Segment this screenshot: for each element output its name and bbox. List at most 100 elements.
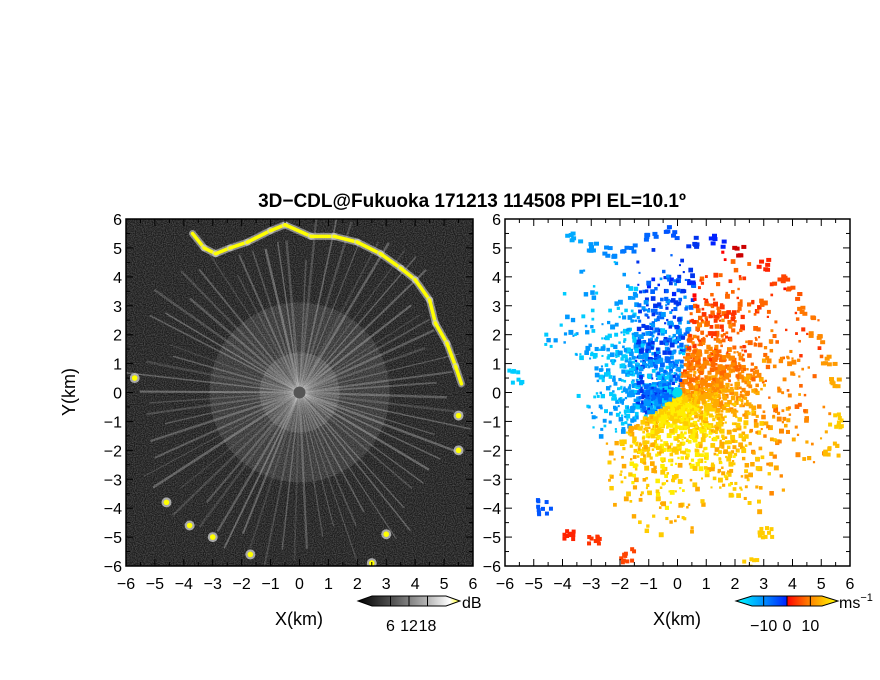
- velocity-pixel: [680, 335, 685, 340]
- velocity-pixel: [697, 380, 701, 383]
- velocity-pixel: [650, 289, 655, 294]
- velocity-pixel: [623, 379, 627, 383]
- velocity-pixel: [630, 418, 635, 423]
- velocity-pixel: [700, 499, 705, 504]
- y-tick-label: −1: [104, 414, 122, 431]
- velocity-pixel: [644, 297, 649, 302]
- velocity-pixel: [694, 380, 698, 384]
- velocity-pixel: [799, 383, 803, 388]
- velocity-pixel: [687, 439, 692, 444]
- velocity-pixel: [655, 382, 660, 386]
- velocity-pixel: [617, 299, 623, 305]
- velocity-pixel: [683, 420, 689, 426]
- velocity-pixel: [721, 368, 726, 373]
- velocity-pixel: [737, 301, 743, 307]
- velocity-pixel: [624, 396, 628, 400]
- velocity-pixel: [731, 328, 736, 333]
- velocity-pixel: [696, 368, 700, 372]
- velocity-pixel: [710, 429, 714, 433]
- y-tick-label: −3: [104, 472, 122, 489]
- velocity-pixel: [661, 395, 666, 400]
- velocity-blob-pixel: [507, 368, 512, 373]
- beam-ray: [298, 219, 338, 393]
- velocity-edge-pixel: [797, 292, 803, 297]
- velocity-pixel: [731, 357, 737, 363]
- velocity-pixel: [647, 432, 651, 436]
- velocity-pixel: [680, 371, 686, 377]
- velocity-pixel: [621, 463, 627, 469]
- beam-ray: [146, 391, 300, 416]
- velocity-pixel: [661, 396, 664, 399]
- velocity-pixel: [685, 348, 689, 352]
- velocity-pixel: [708, 383, 713, 388]
- velocity-pixel: [713, 425, 716, 429]
- velocity-pixel: [615, 399, 620, 404]
- velocity-pixel: [596, 394, 600, 398]
- velocity-pixel: [719, 423, 724, 427]
- velocity-pixel: [688, 383, 694, 389]
- velocity-pixel: [762, 300, 768, 306]
- velocity-pixel: [624, 356, 628, 360]
- velocity-pixel: [619, 399, 625, 404]
- beam-ray: [148, 391, 300, 404]
- velocity-pixel: [666, 318, 669, 322]
- colorbar-tick-label: 0: [783, 618, 792, 635]
- velocity-pixel: [668, 490, 671, 493]
- velocity-pixel: [676, 396, 681, 401]
- velocity-pixel: [549, 344, 553, 348]
- velocity-pixel: [714, 415, 718, 419]
- velocity-pixel: [622, 272, 626, 277]
- velocity-pixel: [634, 319, 638, 322]
- velocity-pixel: [695, 304, 700, 309]
- velocity-pixel: [737, 362, 741, 365]
- velocity-pixel: [701, 381, 707, 386]
- velocity-pixel: [598, 368, 603, 372]
- velocity-pixel: [699, 279, 702, 282]
- velocity-pixel: [656, 451, 662, 456]
- velocity-pixel: [704, 320, 710, 326]
- velocity-pixel: [757, 499, 761, 504]
- velocity-pixel: [799, 354, 803, 358]
- beam-ray: [298, 269, 427, 394]
- velocity-pixel: [665, 289, 669, 293]
- velocity-pixel: [644, 465, 650, 471]
- velocity-pixel: [738, 397, 742, 402]
- velocity-pixel: [605, 386, 611, 391]
- velocity-blob-pixel: [836, 453, 841, 458]
- velocity-pixel: [705, 409, 709, 413]
- velocity-pixel: [718, 450, 722, 454]
- velocity-pixel: [782, 377, 787, 382]
- velocity-pixel: [705, 298, 709, 302]
- velocity-pixel: [726, 472, 729, 475]
- velocity-pixel: [624, 412, 627, 415]
- velocity-pixel: [702, 379, 706, 383]
- velocity-pixel: [627, 429, 631, 432]
- velocity-pixel: [672, 333, 677, 338]
- echo-edge: [433, 321, 449, 346]
- velocity-pixel: [700, 384, 704, 388]
- beam-ray: [299, 381, 437, 394]
- velocity-pixel: [719, 371, 724, 376]
- velocity-pixel: [598, 404, 603, 409]
- velocity-pixel: [736, 396, 740, 400]
- velocity-pixel: [702, 428, 707, 433]
- velocity-pixel: [700, 387, 703, 390]
- velocity-pixel: [582, 269, 586, 272]
- x-tick-label: 4: [411, 576, 420, 593]
- velocity-pixel: [595, 392, 599, 395]
- velocity-pixel: [645, 446, 651, 452]
- velocity-pixel: [660, 457, 665, 462]
- velocity-pixel: [711, 356, 715, 359]
- velocity-pixel: [690, 362, 694, 366]
- velocity-pixel: [594, 346, 599, 352]
- velocity-pixel: [646, 404, 652, 409]
- velocity-pixel: [666, 411, 671, 416]
- velocity-edge-pixel: [797, 306, 803, 311]
- velocity-pixel: [614, 301, 619, 306]
- velocity-pixel: [614, 428, 617, 431]
- velocity-pixel: [689, 478, 693, 482]
- velocity-pixel: [665, 420, 669, 423]
- velocity-pixel: [694, 414, 699, 419]
- velocity-pixel: [628, 472, 633, 477]
- velocity-pixel: [592, 285, 596, 288]
